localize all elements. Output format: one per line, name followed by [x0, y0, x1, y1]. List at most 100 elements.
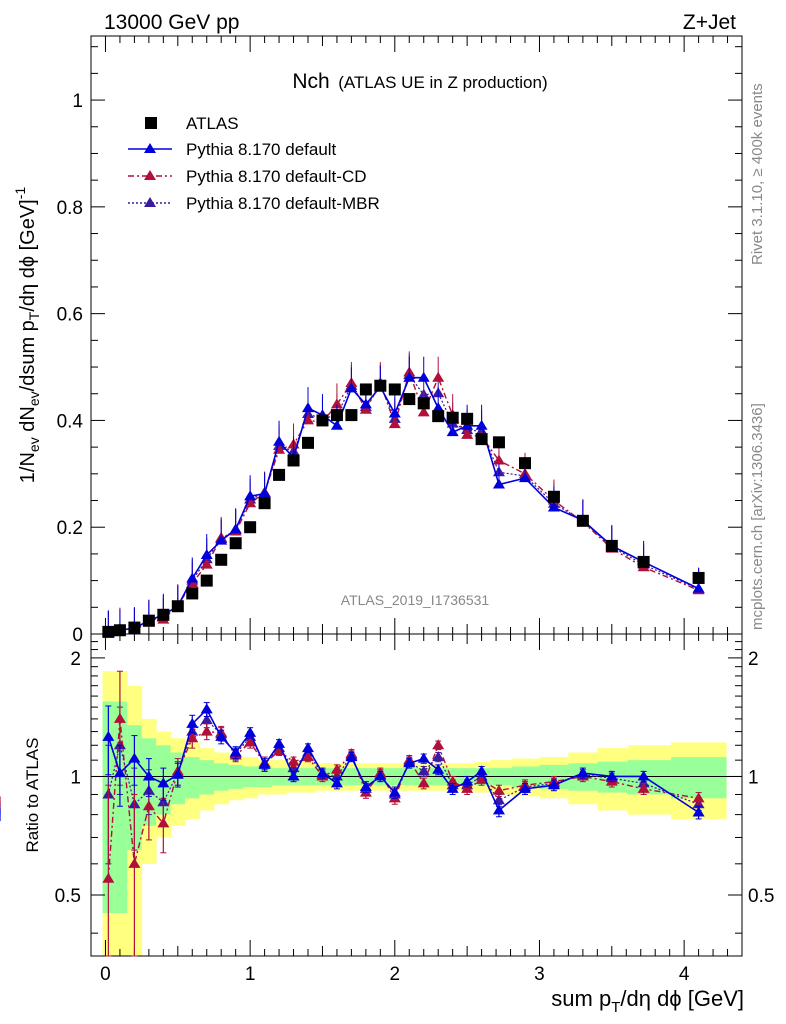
main-point-default [519, 472, 531, 483]
main-point-atlas [637, 555, 650, 568]
ratio-point-cd [692, 792, 705, 803]
main-point-atlas [215, 553, 228, 566]
main-point-cd [359, 403, 372, 414]
ratio-point-default [576, 767, 589, 778]
main-point-default [273, 435, 286, 446]
ratio-point-default [229, 746, 242, 757]
legend-marker-atlas [145, 117, 157, 129]
uncertainty-band-inner [185, 757, 200, 799]
ratio-point-cd [475, 773, 488, 784]
ratio-point-mbr [200, 714, 213, 725]
ratio-point-cd [102, 872, 115, 883]
uncertainty-band-inner [199, 760, 215, 795]
ratio-point-cd [287, 755, 300, 766]
main-point-atlas [102, 625, 115, 638]
main-point-atlas [171, 600, 184, 613]
main-point-default [403, 371, 416, 382]
plot-title-sub: (ATLAS UE in Z production) [338, 73, 547, 92]
ratio-tick-label: 1 [70, 767, 81, 788]
ratio-point-default [403, 757, 416, 768]
main-point-cd [417, 406, 430, 417]
ratio-bands [102, 671, 727, 956]
legend-label-mbr: Pythia 8.170 default-MBR [186, 194, 380, 213]
y-tick-label: 0 [72, 625, 83, 646]
ratio-point-default [345, 751, 358, 762]
ratio-point-default [157, 777, 170, 788]
main-panel: 0 0.2 0.4 0.6 0.8 1 [57, 35, 743, 646]
legend-marker-default [144, 143, 156, 153]
main-point-default [302, 402, 314, 413]
main-point-cd [432, 371, 445, 382]
main-point-atlas [692, 571, 705, 584]
ratio-marks [0, 670, 705, 957]
ratio-point-cd [637, 782, 650, 793]
ratio-point-cd [461, 782, 474, 793]
main-point-default [388, 407, 401, 418]
legend: ATLAS Pythia 8.170 default Pythia 8.170 … [128, 114, 380, 213]
y-tick-label: 0.4 [57, 411, 84, 432]
main-point-atlas [113, 624, 126, 637]
main-point-atlas [417, 397, 430, 410]
main-point-atlas [302, 436, 314, 449]
ratio-point-default [605, 770, 618, 781]
y-tick-label: 1 [72, 91, 83, 112]
x-tick-label: 0 [100, 964, 111, 985]
ratio-point-mbr [417, 765, 430, 776]
main-point-cd [461, 428, 474, 439]
main-point-atlas [258, 497, 271, 510]
ratio-point-default [302, 742, 314, 753]
main-point-atlas [200, 574, 213, 587]
main-point-default [692, 582, 705, 593]
ratio-tick-label: 2 [70, 649, 81, 670]
main-point-atlas [547, 490, 560, 503]
main-point-default [492, 478, 505, 489]
ratio-point-default [215, 730, 228, 741]
y-tick-label: 0.8 [57, 198, 83, 219]
ratio-point-cd [200, 725, 213, 736]
ratio-point-default [244, 726, 257, 737]
analysis-id: ATLAS_2019_I1736531 [341, 592, 490, 608]
main-point-atlas [157, 608, 170, 621]
main-point-cd [388, 418, 401, 429]
ratio-frame [90, 633, 743, 957]
ratio-point-default [287, 770, 300, 781]
ratio-line-cd [107, 718, 699, 879]
ratio-point-default [461, 775, 474, 786]
main-point-default [432, 402, 445, 413]
main-point-atlas [432, 410, 445, 423]
ratio-point-default [171, 768, 184, 779]
ratio-point-default [273, 737, 286, 748]
ratio-point-default [417, 752, 430, 763]
y-tick-label: 0.6 [57, 305, 83, 326]
x-tick-label: 3 [534, 964, 545, 985]
ratio-point-default [547, 779, 560, 790]
main-point-atlas [229, 537, 242, 550]
ratio-point-default [128, 752, 141, 763]
rivet-label: Rivet 3.1.10, ≥ 400k events [749, 83, 766, 265]
main-point-atlas [244, 521, 257, 534]
ratio-tick-label-right: 2 [748, 649, 759, 670]
main-point-atlas [388, 383, 401, 396]
ratio-point-default [432, 763, 445, 774]
main-line-default [108, 376, 699, 633]
main-point-cd [200, 558, 213, 569]
legend-label-default: Pythia 8.170 default [186, 140, 337, 159]
ratio-point-default [200, 703, 213, 714]
main-point-atlas [403, 393, 416, 406]
energy-label: 13000 GeV pp [104, 11, 239, 34]
main-point-atlas [519, 457, 531, 470]
ratio-point-default [446, 782, 459, 793]
x-tick-label: 1 [245, 964, 256, 985]
main-point-atlas [605, 539, 618, 552]
ratio-tick-label-right: 0.5 [748, 886, 774, 907]
main-point-atlas [316, 414, 329, 427]
legend-marker-cd [144, 170, 156, 180]
main-point-default [330, 419, 343, 430]
main-point-default [446, 426, 459, 437]
main-point-default [244, 490, 257, 501]
ratio-ylabel: Ratio to ATLAS [23, 738, 42, 853]
ratio-point-default [692, 806, 705, 817]
main-point-atlas [345, 409, 358, 422]
ratio-point-default [316, 767, 329, 778]
